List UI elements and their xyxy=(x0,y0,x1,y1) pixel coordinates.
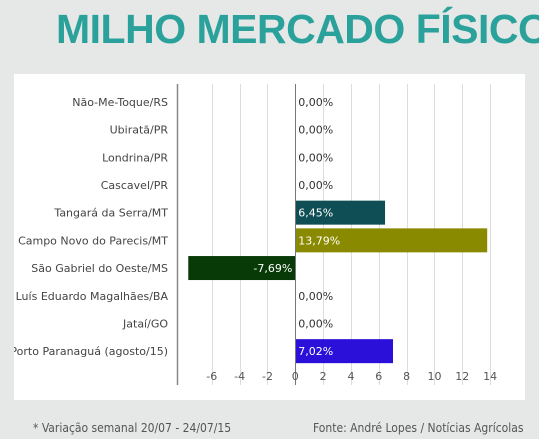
x-tick-label: 4 xyxy=(347,370,354,383)
bar xyxy=(295,339,393,364)
chart-panel: Não-Me-Toque/RS Ubiratã/PR Londrina/PR Casc… xyxy=(14,74,525,400)
value-label: 0,00% xyxy=(298,317,333,330)
category-label: Cascavel/PR xyxy=(101,179,169,192)
value-label: 13,79% xyxy=(298,234,340,247)
x-tick-label: 6 xyxy=(375,370,382,383)
x-tick-label: 0 xyxy=(292,370,299,383)
category-label: Tangará da Serra/MT xyxy=(53,207,168,220)
x-tick-labels: -6 -4 -2 0 2 4 6 8 10 12 14 xyxy=(206,370,497,383)
x-tick-label: 14 xyxy=(483,370,497,383)
value-label: 0,00% xyxy=(298,151,333,164)
category-labels: Não-Me-Toque/RS Ubiratã/PR Londrina/PR Casc… xyxy=(14,96,168,358)
category-label: Não-Me-Toque/RS xyxy=(72,96,168,109)
value-labels: 0,00% 0,00% 0,00% 0,00% 6,45% 13,79% -7,69% 0,0… xyxy=(253,96,340,358)
value-label: 7,02% xyxy=(298,345,333,358)
category-label: Porto Paranaguá (agosto/15) xyxy=(14,345,168,358)
value-label: 6,45% xyxy=(298,207,333,220)
value-label: 0,00% xyxy=(298,124,333,137)
category-label: São Gabriel do Oeste/MS xyxy=(31,262,168,275)
footnote: * Variação semanal 20/07 - 24/07/15 xyxy=(33,421,232,435)
value-label: 0,00% xyxy=(298,96,333,109)
value-label: 0,00% xyxy=(298,179,333,192)
x-tick-label: -2 xyxy=(262,370,273,383)
value-label: 0,00% xyxy=(298,290,333,303)
x-tick-label: 12 xyxy=(455,370,469,383)
x-tick-label: -4 xyxy=(234,370,245,383)
bar xyxy=(295,200,386,225)
value-label: -7,69% xyxy=(253,262,292,275)
axes xyxy=(176,84,296,385)
category-label: Londrina/PR xyxy=(102,151,168,164)
x-tick-label: 10 xyxy=(427,370,441,383)
source-credit: Fonte: André Lopes / Notícias Agrícolas xyxy=(313,421,524,435)
x-tick-label: 2 xyxy=(320,370,327,383)
category-label: Campo Novo do Parecis/MT xyxy=(18,234,168,247)
category-label: Jataí/GO xyxy=(122,317,168,330)
category-label: Ubiratã/PR xyxy=(110,124,169,137)
x-tick-label: -6 xyxy=(206,370,217,383)
page-title: MILHO MERCADO FÍSICO xyxy=(56,6,539,52)
x-tick-label: 8 xyxy=(403,370,410,383)
bar-chart: Não-Me-Toque/RS Ubiratã/PR Londrina/PR Casc… xyxy=(14,84,497,385)
category-label: Luís Eduardo Magalhães/BA xyxy=(16,290,169,303)
bar xyxy=(295,228,488,253)
bars xyxy=(188,200,488,364)
bar xyxy=(188,256,296,281)
